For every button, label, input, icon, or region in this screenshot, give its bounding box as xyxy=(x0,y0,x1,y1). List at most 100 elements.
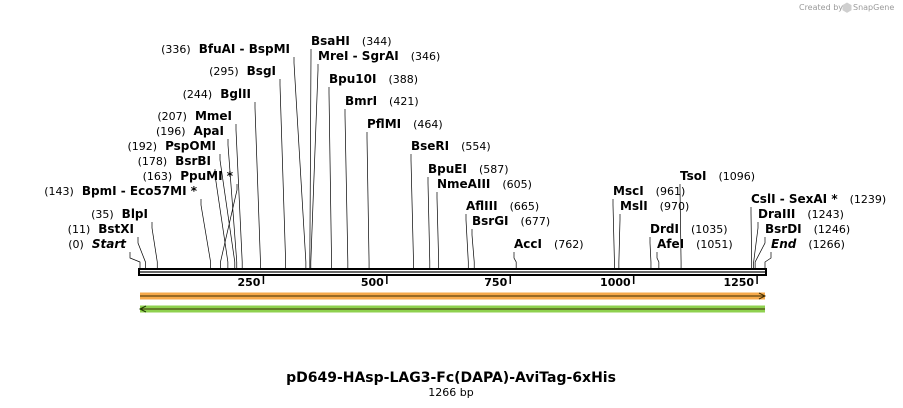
site-line-pspomi xyxy=(219,154,236,268)
site-pos-afei: (1051) xyxy=(696,238,733,251)
site-pos-bsahi: (344) xyxy=(362,35,392,48)
backbone-right-cap xyxy=(765,268,767,276)
site-tsoi[interactable]: TsoI (1096) xyxy=(680,169,755,183)
site-bmri[interactable]: BmrI (421) xyxy=(345,94,419,108)
site-afei[interactable]: AfeI (1051) xyxy=(657,237,733,251)
site-bsrbi[interactable]: BsrBI (178) xyxy=(138,154,211,168)
site-end[interactable]: End (1266) xyxy=(771,237,845,251)
site-name-mmei: MmeI xyxy=(195,109,232,123)
reverse-feature-arrow[interactable] xyxy=(138,305,765,313)
site-pos-bsgi: (295) xyxy=(209,65,239,78)
site-start[interactable]: Start (0) xyxy=(68,237,127,251)
site-bfuai[interactable]: BfuAI - BspMI (336) xyxy=(161,42,290,56)
site-mrei[interactable]: MreI - SgrAI (346) xyxy=(318,49,440,63)
site-line-drdi xyxy=(649,237,652,268)
site-line-bstxi xyxy=(137,237,146,268)
ruler-tick-500 xyxy=(386,276,388,284)
site-name-nmeaiii: NmeAIII xyxy=(437,177,490,191)
site-name-bsrgi: BsrGI xyxy=(472,214,509,228)
backbone-left-cap xyxy=(138,268,140,276)
site-name-msli: MslI xyxy=(620,199,648,213)
sequence-backbone xyxy=(138,268,767,276)
reverse-feature-arrow-head xyxy=(138,305,147,313)
site-bstxi[interactable]: BstXI (11) xyxy=(68,222,134,236)
site-name-bglii: BglII xyxy=(220,87,251,101)
site-line-blpi xyxy=(151,222,158,268)
site-apai[interactable]: ApaI (196) xyxy=(156,124,224,138)
site-bpmi[interactable]: BpmI - Eco57MI * (143) xyxy=(44,184,197,198)
site-bpu10i[interactable]: Bpu10I (388) xyxy=(329,72,418,86)
site-line-bsrdi xyxy=(754,237,766,268)
site-line-ppumi xyxy=(220,184,238,268)
site-pos-msci: (961) xyxy=(656,185,686,198)
site-line-bglii xyxy=(254,102,261,268)
site-line-bsrbi xyxy=(214,169,229,268)
site-line-mrei xyxy=(310,64,319,268)
site-name-end: End xyxy=(771,237,797,251)
ruler-label-1000: 1000 xyxy=(600,276,631,289)
site-blpi[interactable]: BlpI (35) xyxy=(91,207,148,221)
site-bsrdi[interactable]: BsrDI (1246) xyxy=(765,222,850,236)
site-drdi[interactable]: DrdI (1035) xyxy=(650,222,728,236)
forward-feature-arrow-head xyxy=(758,292,767,300)
site-pos-afliii: (665) xyxy=(510,200,540,213)
site-name-bstxi: BstXI xyxy=(98,222,134,236)
site-msci[interactable]: MscI (961) xyxy=(613,184,685,198)
site-pos-pflmi: (464) xyxy=(413,118,443,131)
site-name-bfuai: BfuAI - BspMI xyxy=(199,42,290,56)
site-pos-bglii: (244) xyxy=(183,88,213,101)
site-ppumi[interactable]: PpuMI * (163) xyxy=(143,169,234,183)
site-csli[interactable]: CslI - SexAI * (1239) xyxy=(751,192,886,206)
site-bseri[interactable]: BseRI (554) xyxy=(411,139,491,153)
site-pflmi[interactable]: PflMI (464) xyxy=(367,117,443,131)
site-pos-bsrgi: (677) xyxy=(521,215,551,228)
site-pos-bsrdi: (1246) xyxy=(814,223,851,236)
site-name-bmri: BmrI xyxy=(345,94,377,108)
credit-created-by: Created by xyxy=(799,3,843,12)
site-pspomi[interactable]: PspOMI (192) xyxy=(127,139,216,153)
site-line-end xyxy=(764,252,772,268)
backbone-bottom-line xyxy=(138,274,767,276)
forward-feature-arrow[interactable] xyxy=(140,292,767,300)
ruler-label-500: 500 xyxy=(361,276,384,289)
site-name-msci: MscI xyxy=(613,184,644,198)
site-msli[interactable]: MslI (970) xyxy=(620,199,689,213)
site-mmei[interactable]: MmeI (207) xyxy=(157,109,232,123)
site-bpuei[interactable]: BpuEI (587) xyxy=(428,162,509,176)
site-line-draiii xyxy=(753,222,759,268)
site-acci[interactable]: AccI (762) xyxy=(514,237,584,251)
site-bglii[interactable]: BglII (244) xyxy=(183,87,251,101)
site-pos-draiii: (1243) xyxy=(807,208,844,221)
site-bsgi[interactable]: BsgI (295) xyxy=(209,64,276,78)
site-name-bsrdi: BsrDI xyxy=(765,222,802,236)
site-nmeaiii[interactable]: NmeAIII (605) xyxy=(437,177,532,191)
site-line-bmri xyxy=(344,109,349,268)
ruler-tick-250 xyxy=(262,276,265,284)
site-line-bpuei xyxy=(427,177,431,268)
site-pos-bsrbi: (178) xyxy=(138,155,168,168)
site-name-drdi: DrdI xyxy=(650,222,679,236)
site-name-start: Start xyxy=(92,237,127,251)
site-line-acci xyxy=(513,252,517,268)
site-pos-bmri: (421) xyxy=(389,95,419,108)
site-pos-acci: (762) xyxy=(554,238,584,251)
site-name-pflmi: PflMI xyxy=(367,117,401,131)
site-name-blpi: BlpI xyxy=(122,207,148,221)
site-pos-ppumi: (163) xyxy=(143,170,173,183)
site-name-tsoi: TsoI xyxy=(680,169,706,183)
site-line-afliii xyxy=(465,214,469,268)
site-bsahi[interactable]: BsaHI (344) xyxy=(311,34,392,48)
site-line-bpu10i xyxy=(328,87,332,268)
site-pos-end: (1266) xyxy=(808,238,845,251)
site-bsrgi[interactable]: BsrGI (677) xyxy=(472,214,550,228)
site-afliii[interactable]: AflIII (665) xyxy=(466,199,539,213)
site-name-csli: CslI - SexAI * xyxy=(751,192,838,206)
site-line-afei xyxy=(656,252,660,268)
site-draiii[interactable]: DraIII (1243) xyxy=(758,207,844,221)
site-pos-csli: (1239) xyxy=(850,193,887,206)
site-name-mrei: MreI - SgrAI xyxy=(318,49,399,63)
site-pos-start: (0) xyxy=(68,238,84,251)
site-line-tsoi xyxy=(679,184,682,268)
site-name-bpuei: BpuEI xyxy=(428,162,467,176)
backbone-middle-band xyxy=(140,271,765,273)
